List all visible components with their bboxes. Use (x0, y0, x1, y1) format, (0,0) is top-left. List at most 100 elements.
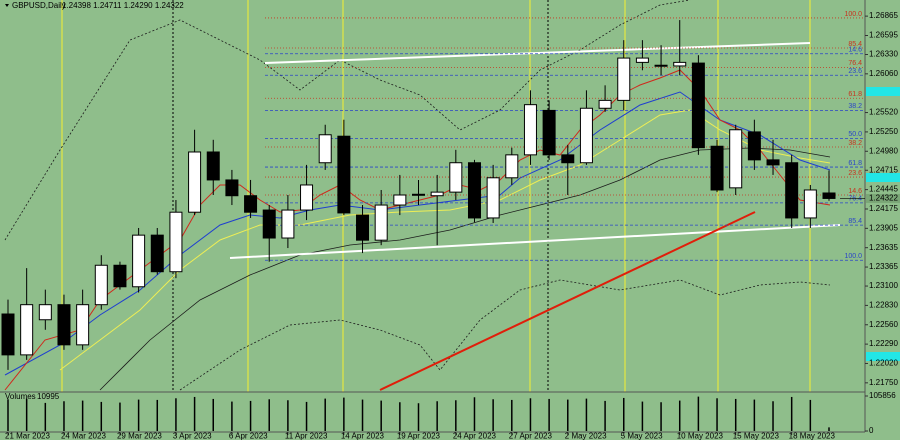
fib-label: 76.4 (848, 60, 862, 67)
candle-body (94, 264, 108, 306)
volume-label: Volumes (5, 392, 36, 401)
y-tick-label: 1.26595 (869, 31, 898, 40)
price-marker (866, 87, 900, 96)
candle-body (318, 134, 332, 164)
x-tick-label: 11 Apr 2023 (285, 432, 328, 440)
current-price-box (866, 193, 900, 203)
y-tick-label: 1.24445 (869, 185, 898, 194)
candle-body (505, 154, 519, 179)
candle-body (206, 151, 220, 181)
band-upper (4, 0, 691, 241)
band-lower (179, 279, 831, 391)
candle-body (710, 145, 724, 191)
candle-body (1, 313, 15, 356)
candle-body (747, 131, 761, 161)
fib-label: 85.4 (848, 218, 862, 225)
candle-body (281, 209, 295, 239)
fib-label: 61.8 (848, 160, 862, 167)
trend-line (379, 211, 756, 391)
y-tick-label: 1.23100 (869, 281, 898, 290)
x-tick-label: 5 May 2023 (621, 432, 663, 440)
fib-label: 14.6 (848, 47, 862, 54)
fib-label: 23.6 (848, 68, 862, 75)
y-tick-label: 1.22560 (869, 320, 898, 329)
y-tick-label: 1.26865 (869, 11, 898, 20)
candle-body (169, 211, 183, 273)
x-tick-label: 18 May 2023 (789, 432, 836, 440)
symbol-icon (5, 4, 9, 7)
x-tick-label: 19 Apr 2023 (397, 432, 441, 440)
y-tick-label: 1.24980 (869, 146, 898, 155)
candle-body (486, 177, 500, 219)
y-tick-label: 1.25520 (869, 108, 898, 117)
candle-body (393, 194, 407, 206)
fib-label: 76.4 (848, 196, 862, 203)
candle-body (822, 192, 836, 199)
x-tick-label: 21 Mar 2023 (5, 432, 50, 440)
fib-label: 85.4 (848, 41, 862, 48)
candle-body (617, 57, 631, 101)
y-tick-label: 1.23635 (869, 243, 898, 252)
y-tick-label: 1.22290 (869, 339, 898, 348)
y-tick-label: 1.22830 (869, 301, 898, 310)
y-tick-label: 1.22020 (869, 359, 898, 368)
candle-body (673, 61, 687, 67)
candle-body (467, 162, 481, 219)
candle-body (150, 234, 164, 273)
candle-body (561, 154, 575, 164)
x-tick-label: 2 May 2023 (565, 432, 607, 440)
price-marker (866, 352, 900, 361)
candle-body (20, 304, 34, 356)
current-price-label: 1.24322 (869, 194, 898, 203)
overlay-layer (4, 0, 841, 392)
y-tick-label: 1.26330 (869, 50, 898, 59)
candle-body (654, 64, 668, 67)
candle-body (803, 189, 817, 219)
candle-body (300, 184, 314, 211)
channel-upper (264, 42, 811, 64)
volume-tick-label: 0 (869, 426, 874, 435)
x-tick-label: 14 Apr 2023 (341, 432, 385, 440)
y-tick-label: 1.24715 (869, 165, 898, 174)
candle-body (132, 234, 146, 288)
y-tick-label: 1.26060 (869, 69, 898, 78)
candle-body (579, 107, 593, 164)
candle-body (430, 191, 444, 197)
candle-body (523, 104, 537, 156)
price-marker (866, 173, 900, 182)
y-tick-label: 1.23365 (869, 262, 898, 271)
candle-body (598, 99, 612, 109)
candle-body (785, 162, 799, 219)
candle-body (225, 179, 239, 197)
volume-last: 10995 (37, 392, 60, 401)
candle-body (188, 151, 202, 213)
ohlc-header: 1.24398 1.24711 1.24290 1.24322 (62, 1, 184, 10)
candle-body (57, 304, 71, 346)
fib-label: 61.8 (848, 91, 862, 98)
candle-body (356, 214, 370, 241)
candle-body (635, 57, 649, 63)
fib-label: 100.0 (844, 253, 862, 260)
y-tick-label: 1.25250 (869, 127, 898, 136)
fib-label: 100.0 (844, 11, 862, 18)
y-tick-label: 1.21750 (869, 378, 898, 387)
x-tick-label: 10 May 2023 (677, 432, 724, 440)
fib-layer: 100.085.414.676.423.661.838.250.038.261.… (265, 11, 865, 261)
candle-body (38, 304, 52, 321)
candle-body (76, 304, 90, 346)
candle-body (337, 135, 351, 214)
fib-label: 14.6 (848, 188, 862, 195)
candle-layer (1, 20, 836, 370)
x-tick-label: 15 May 2023 (733, 432, 780, 440)
candle-body (374, 204, 388, 241)
x-tick-label: 6 Apr 2023 (229, 432, 268, 440)
candle-body (412, 193, 425, 196)
candle-body (691, 62, 705, 149)
candle-body (113, 264, 127, 288)
x-tick-label: 24 Apr 2023 (453, 432, 497, 440)
candle-body (766, 159, 780, 166)
fib-label: 38.2 (848, 140, 862, 147)
y-tick-label: 1.24175 (869, 204, 898, 213)
